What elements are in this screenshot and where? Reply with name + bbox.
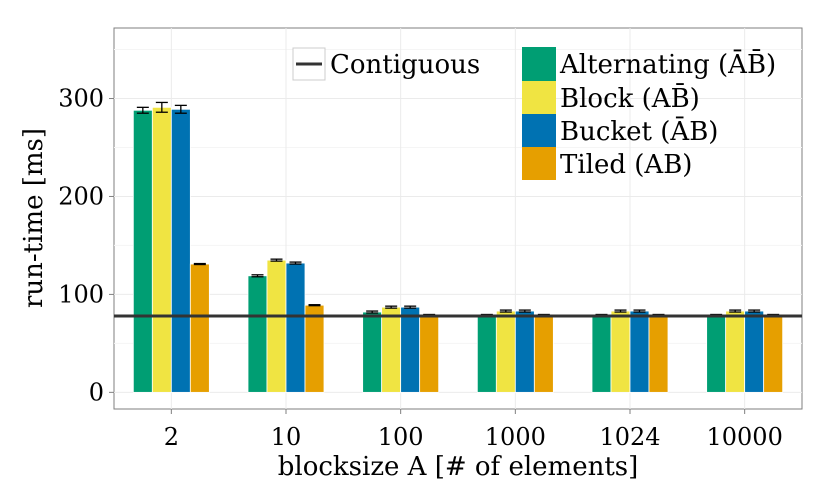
bar-alternating-10: [247, 275, 268, 393]
error-bar-alternating-10: [251, 274, 264, 278]
bar-bucket-100: [400, 306, 421, 393]
y-tick-label: 0: [89, 378, 104, 406]
x-tick-label: 10: [271, 423, 302, 451]
error-bar-bucket-1024: [633, 309, 646, 313]
legend-label-bucket: Bucket (ĀB): [560, 116, 718, 147]
error-bar-block-1024: [614, 309, 627, 313]
bar-alternating-100: [362, 311, 383, 393]
error-bar-block-10000: [729, 309, 742, 313]
bar-block-100: [381, 306, 402, 393]
error-bar-bucket-10: [289, 261, 302, 265]
bar-tiled-1000: [533, 314, 554, 393]
legend-label-tiled: Tiled (AB): [560, 150, 692, 180]
bar-block-10000: [725, 310, 746, 393]
bar-bucket-2: [170, 108, 191, 393]
y-tick-label: 300: [58, 85, 104, 113]
bar-tiled-10000: [763, 314, 784, 393]
error-bar-bucket-10000: [748, 309, 761, 313]
x-axis-title: blocksize A [# of elements]: [278, 452, 639, 482]
bar-bucket-10: [285, 262, 306, 393]
error-bar-bucket-2: [174, 104, 187, 114]
error-bar-alternating-2: [136, 106, 149, 114]
legend-key-block: [522, 81, 556, 114]
bar-alternating-1000: [476, 314, 497, 393]
bar-tiled-1024: [648, 314, 669, 393]
error-bar-bucket-1000: [518, 309, 531, 313]
bar-bucket-1000: [514, 310, 535, 393]
bars: [132, 101, 784, 393]
x-tick-label: 100: [378, 423, 424, 451]
legend-label-block: Block (AB̄): [560, 82, 700, 114]
error-bar-tiled-10: [308, 304, 321, 307]
bar-tiled-10: [304, 304, 325, 393]
bar-alternating-2: [132, 109, 153, 393]
y-tick-label: 100: [58, 280, 104, 308]
error-bar-block-10: [270, 258, 283, 262]
legend: Contiguous Alternating (ĀB̄) Block (AB̄)…: [292, 47, 776, 180]
legend-label-contiguous: Contiguous: [330, 50, 480, 80]
bar-bucket-10000: [744, 310, 765, 393]
x-tick-label: 1000: [485, 423, 546, 451]
bar-alternating-10000: [706, 314, 727, 393]
error-bar-block-2: [155, 101, 168, 113]
bar-block-10: [266, 259, 287, 393]
x-tick-label: 10000: [706, 423, 782, 451]
error-bar-alternating-100: [366, 310, 379, 314]
bar-tiled-2: [189, 263, 210, 393]
axes: 0 100 200 300 2 10 100 1000 1024 10000: [58, 85, 783, 451]
y-tick-label: 200: [58, 182, 104, 210]
bar-alternating-1024: [591, 314, 612, 393]
bar-tiled-100: [419, 314, 440, 393]
error-bar-block-1000: [499, 309, 512, 313]
x-tick-label: 1024: [599, 423, 660, 451]
error-bar-block-100: [385, 305, 398, 309]
bar-block-1024: [610, 310, 631, 393]
legend-key-alternating: [522, 47, 556, 81]
error-bar-tiled-2: [193, 262, 206, 266]
legend-label-alternating: Alternating (ĀB̄): [559, 48, 776, 80]
legend-key-bucket: [522, 114, 556, 147]
bar-bucket-1024: [629, 310, 650, 393]
legend-key-tiled: [522, 147, 556, 180]
x-tick-label: 2: [164, 423, 179, 451]
error-bar-bucket-100: [404, 305, 417, 309]
plot-background: [113, 27, 803, 410]
bar-block-1000: [495, 310, 516, 393]
y-axis-title: run-time [ms]: [19, 128, 49, 308]
grid-lines: [114, 28, 802, 409]
bar-block-2: [151, 106, 172, 393]
